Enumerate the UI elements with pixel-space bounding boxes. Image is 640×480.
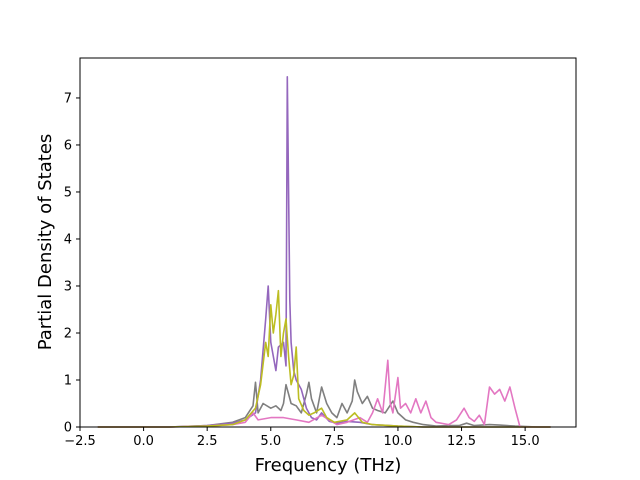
y-tick-label: 2 xyxy=(64,326,72,341)
x-tick-label: 2.5 xyxy=(197,434,218,449)
y-tick-label: 0 xyxy=(64,421,72,436)
x-axis-label: Frequency (THz) xyxy=(255,455,402,476)
x-tick-label: 0.0 xyxy=(133,434,154,449)
y-axis-label: Partial Density of States xyxy=(35,134,56,351)
y-tick-label: 1 xyxy=(64,373,72,388)
x-tick-label: 12.5 xyxy=(447,434,476,449)
y-tick-label: 4 xyxy=(64,232,72,247)
y-tick-label: 5 xyxy=(64,185,72,200)
x-tick-label: 15.0 xyxy=(511,434,540,449)
y-tick-label: 7 xyxy=(64,91,72,106)
series-layer xyxy=(97,76,551,428)
y-tick-label: 3 xyxy=(64,279,72,294)
y-tick-label: 6 xyxy=(64,138,72,153)
series-line-4 xyxy=(97,289,551,428)
x-tick-label: 10.0 xyxy=(383,434,412,449)
series-line-1 xyxy=(97,379,551,428)
x-tick-label: 5.0 xyxy=(260,434,281,449)
x-tick-label: −2.5 xyxy=(64,434,96,449)
y-axis: 0 1 2 3 4 5 6 7 xyxy=(64,91,80,436)
plot-frame xyxy=(79,57,577,428)
series-line-3 xyxy=(97,359,551,428)
x-tick-label: 7.5 xyxy=(324,434,345,449)
x-axis: −2.5 0.0 2.5 5.0 7.5 10.0 12.5 15.0 xyxy=(64,427,540,449)
